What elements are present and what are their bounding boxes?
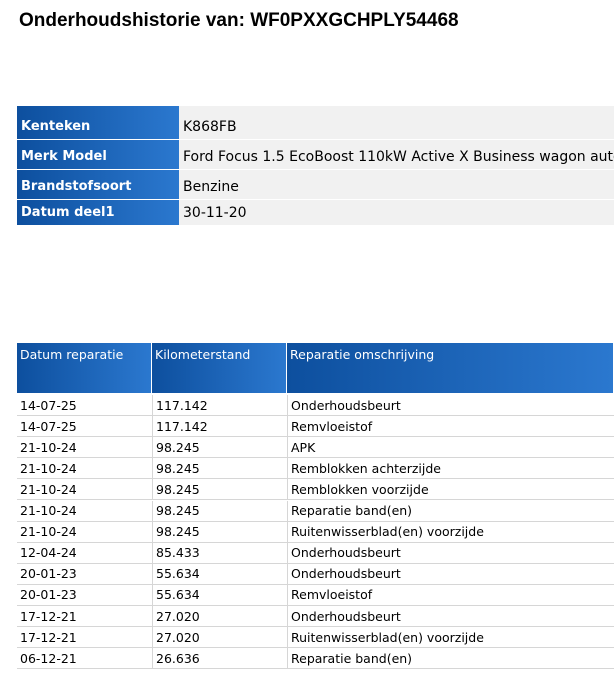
table-cell: Remblokken achterzijde [287, 458, 614, 480]
table-cell: 06-12-21 [17, 648, 152, 670]
info-label: Kenteken [17, 106, 179, 140]
table-cell: Remvloeistof [287, 416, 614, 438]
table-cell: Ruitenwisserblad(en) voorzijde [287, 627, 614, 649]
table-cell: Onderhoudsbeurt [287, 606, 614, 628]
table-cell: 117.142 [152, 416, 287, 438]
table-cell: 27.020 [152, 606, 287, 628]
table-cell: 17-12-21 [17, 606, 152, 628]
table-cell: 14-07-25 [17, 416, 152, 438]
table-cell: 21-10-24 [17, 479, 152, 501]
table-cell: Onderhoudsbeurt [287, 395, 614, 417]
table-cell: 21-10-24 [17, 437, 152, 459]
table-cell: Remvloeistof [287, 584, 614, 606]
table-cell: Onderhoudsbeurt [287, 542, 614, 564]
table-cell: 98.245 [152, 458, 287, 480]
info-value: K868FB [179, 106, 614, 140]
table-cell: 17-12-21 [17, 627, 152, 649]
info-label: Merk Model [17, 140, 179, 170]
table-cell: 98.245 [152, 437, 287, 459]
column-header: Datum reparatie [17, 343, 152, 393]
table-cell: 20-01-23 [17, 585, 152, 606]
column-header: Reparatie omschrijving [287, 343, 614, 393]
column-header: Kilometerstand [152, 343, 287, 393]
table-cell: 98.245 [152, 521, 287, 543]
table-cell: 117.142 [152, 395, 287, 417]
table-cell: 85.433 [152, 542, 287, 564]
table-cell: 98.245 [152, 479, 287, 501]
table-cell: 21-10-24 [17, 522, 152, 543]
table-cell: 27.020 [152, 627, 287, 649]
table-cell: Reparatie band(en) [287, 500, 614, 522]
table-cell: 55.634 [152, 563, 287, 585]
info-value: 30-11-20 [179, 200, 614, 226]
table-cell: 55.634 [152, 584, 287, 606]
table-cell: 98.245 [152, 500, 287, 522]
table-cell: 26.636 [152, 648, 287, 670]
table-cell: 21-10-24 [17, 458, 152, 480]
info-label: Datum deel1 [17, 200, 179, 226]
info-label: Brandstofsoort [17, 170, 179, 200]
info-value: Benzine [179, 170, 614, 200]
table-cell: Ruitenwisserblad(en) voorzijde [287, 521, 614, 543]
table-cell: Onderhoudsbeurt [287, 563, 614, 585]
table-cell: 20-01-23 [17, 564, 152, 585]
table-cell: 21-10-24 [17, 501, 152, 522]
table-cell: Remblokken voorzijde [287, 479, 614, 501]
table-cell: 12-04-24 [17, 543, 152, 564]
table-cell: Reparatie band(en) [287, 648, 614, 670]
info-value: Ford Focus 1.5 EcoBoost 110kW Active X B… [179, 140, 614, 170]
page-title: Onderhoudshistorie van: WF0PXXGCHPLY5446… [19, 10, 459, 31]
table-cell: APK [287, 437, 614, 459]
table-cell: 14-07-25 [17, 395, 152, 417]
